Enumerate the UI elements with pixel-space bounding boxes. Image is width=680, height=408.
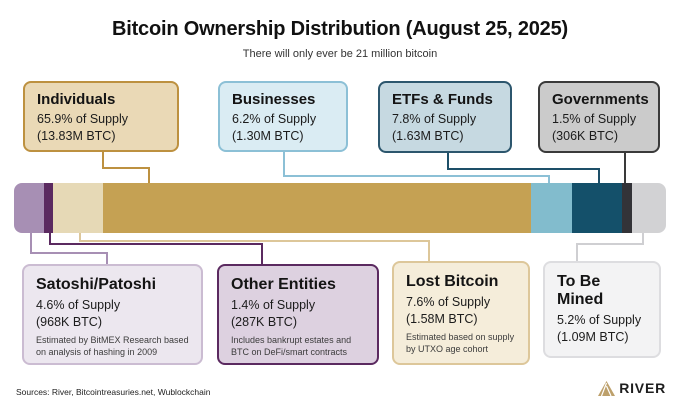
callout-btc: (306K BTC) (552, 128, 618, 143)
callout-title: Governments (552, 91, 649, 108)
bar-segment-other-entities (43, 183, 54, 233)
connector-individuals (102, 151, 150, 185)
connector-to-be-mined (576, 231, 644, 263)
callout-btc: (287K BTC) (231, 314, 297, 329)
callout-btc: (1.30M BTC) (232, 128, 304, 143)
callout-supply: 4.6% of Supply (36, 298, 121, 312)
callout-title: Businesses (232, 91, 316, 108)
bar-segment-to-be-mined (632, 183, 666, 233)
callout-supply: 1.5% of Supply (552, 112, 637, 126)
callout-individuals: Individuals 65.9% of Supply (13.83M BTC) (23, 81, 179, 152)
supply-bar (14, 183, 666, 233)
page-title: Bitcoin Ownership Distribution (August 2… (111, 18, 568, 40)
callout-to-be-mined: To Be Mined 5.2% of Supply (1.09M BTC) (543, 261, 661, 358)
callout-title: To Be Mined (557, 273, 604, 308)
callout-supply: 7.8% of Supply (392, 112, 477, 126)
connector-satoshi (30, 231, 108, 266)
callout-note: Estimated by BitMEX Research based on an… (36, 335, 189, 357)
page-subtitle: There will only ever be 21 million bitco… (242, 48, 438, 60)
callout-title: ETFs & Funds (392, 91, 493, 108)
callout-etfs-funds: ETFs & Funds 7.8% of Supply (1.63M BTC) (378, 81, 512, 153)
callout-btc: (1.09M BTC) (557, 329, 629, 344)
connector-other-entities (49, 231, 263, 266)
callout-satoshi: Satoshi/Patoshi 4.6% of Supply (968K BTC… (22, 264, 203, 365)
callout-supply: 7.6% of Supply (406, 295, 491, 309)
connector-etfs-funds (447, 152, 600, 185)
connector-businesses (283, 151, 550, 185)
callout-title: Other Entities (231, 276, 336, 293)
river-logo-icon (598, 380, 616, 396)
callout-note: Includes bankrupt estates and BTC on DeF… (231, 335, 352, 357)
callout-supply: 5.2% of Supply (557, 313, 642, 327)
callout-businesses: Businesses 6.2% of Supply (1.30M BTC) (218, 81, 348, 152)
callout-note: Estimated based on supply by UTXO age co… (406, 332, 515, 354)
callout-governments: Governments 1.5% of Supply (306K BTC) (538, 81, 660, 153)
callout-btc: (1.63M BTC) (392, 128, 464, 143)
bar-segment-etfs-funds (571, 183, 623, 233)
callout-title: Lost Bitcoin (406, 273, 499, 290)
callout-btc: (13.83M BTC) (37, 128, 116, 143)
bar-segment-businesses (531, 183, 572, 233)
bar-segment-satoshi (14, 183, 44, 233)
callout-supply: 1.4% of Supply (231, 298, 316, 312)
callout-lost-bitcoin: Lost Bitcoin 7.6% of Supply (1.58M BTC) … (392, 261, 530, 365)
bar-segment-lost-bitcoin (53, 183, 103, 233)
callout-btc: (1.58M BTC) (406, 311, 478, 326)
callout-title: Satoshi/Patoshi (36, 276, 157, 293)
bar-segment-governments (622, 183, 633, 233)
callout-title: Individuals (37, 91, 116, 108)
bar-segment-individuals (102, 183, 532, 233)
river-brand-text: RIVER (619, 380, 666, 396)
river-logo: RIVER (598, 380, 666, 396)
connector-lost-bitcoin (79, 231, 430, 263)
callout-btc: (968K BTC) (36, 314, 102, 329)
callout-supply: 65.9% of Supply (37, 112, 129, 126)
callout-other-entities: Other Entities 1.4% of Supply (287K BTC)… (217, 264, 379, 365)
callout-supply: 6.2% of Supply (232, 112, 317, 126)
sources-text: Sources: River, Bitcointreasuries.net, W… (16, 387, 211, 397)
